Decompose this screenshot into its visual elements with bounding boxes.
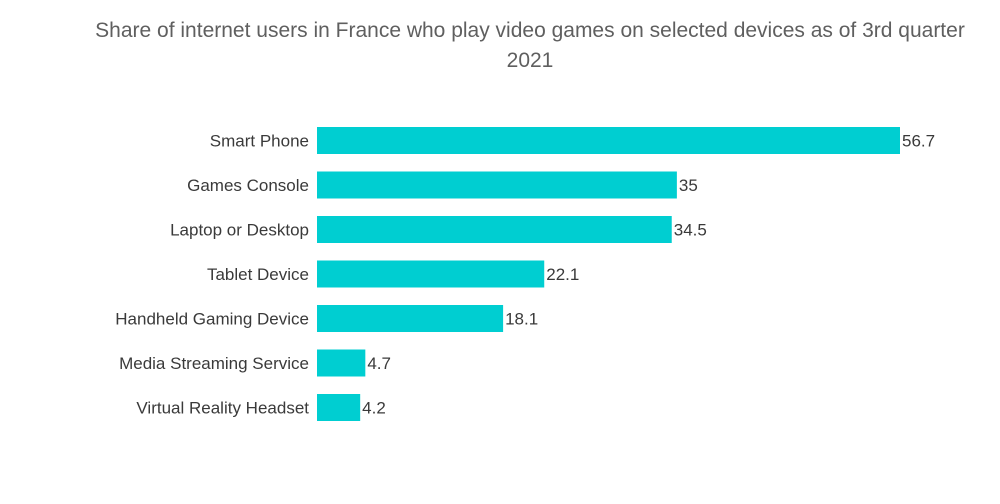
bar	[317, 305, 504, 332]
value-label: 4.2	[362, 399, 386, 418]
category-label: Games Console	[187, 176, 309, 195]
bar	[317, 216, 672, 243]
category-label: Smart Phone	[210, 132, 309, 151]
value-label: 18.1	[505, 310, 538, 329]
value-label: 56.7	[902, 132, 935, 151]
value-label: 22.1	[546, 265, 579, 284]
value-label: 34.5	[674, 221, 707, 240]
value-label: 35	[679, 176, 698, 195]
bar	[317, 127, 900, 154]
category-label: Tablet Device	[207, 265, 309, 284]
chart-title: Share of internet users in France who pl…	[95, 19, 965, 72]
category-label: Laptop or Desktop	[170, 221, 309, 240]
category-label: Virtual Reality Headset	[136, 399, 309, 418]
value-label: 4.7	[367, 354, 391, 373]
bar	[317, 260, 545, 288]
category-label: Handheld Gaming Device	[115, 310, 309, 329]
bar	[317, 171, 677, 199]
bar	[317, 394, 361, 421]
category-label: Media Streaming Service	[119, 354, 309, 373]
bar	[317, 349, 366, 377]
